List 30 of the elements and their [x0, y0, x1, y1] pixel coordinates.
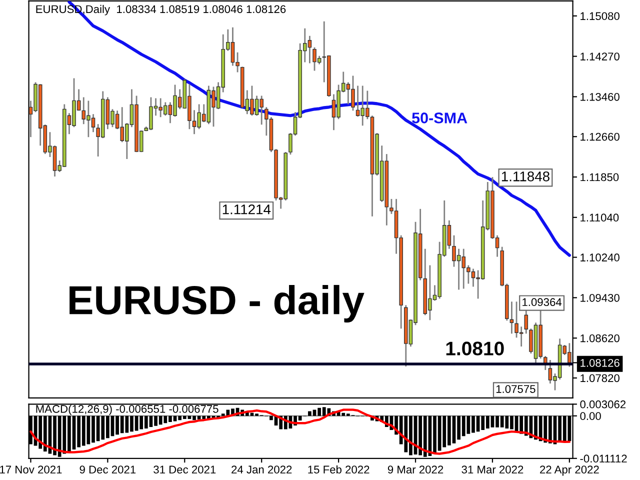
- y-tick-label: 1.07820: [580, 374, 620, 382]
- y-tick-label: 1.11040: [580, 214, 619, 222]
- x-tick-label: 22 Apr 2022: [540, 466, 599, 476]
- y-tick-label: 1.10240: [580, 254, 620, 262]
- x-tick-label: 17 Nov 2021: [0, 466, 62, 474]
- x-tick-label: 9 Mar 2022: [388, 466, 444, 474]
- y-tick-label: 1.14270: [580, 52, 620, 60]
- y-tick-label: 1.09430: [580, 294, 620, 302]
- annotation: 1.09364: [522, 298, 562, 306]
- annotation: 1.07575: [496, 385, 536, 393]
- annotation: 1.11848: [502, 172, 550, 182]
- y-tick-label: 1.08126: [580, 358, 620, 367]
- y-tick-label: -0.011112: [580, 454, 627, 463]
- y-tick-label: 1.13460: [580, 92, 620, 101]
- y-tick-label: 1.08620: [580, 334, 620, 342]
- y-tick-label: 1.11850: [580, 173, 619, 182]
- y-tick-label: 1.12660: [580, 132, 620, 141]
- x-tick-label: 15 Feb 2022: [308, 465, 370, 474]
- annotation: 1.11214: [222, 204, 271, 214]
- x-tick-label: 24 Jan 2022: [232, 466, 292, 474]
- annotation: EURUSD - daily: [70, 284, 364, 322]
- x-tick-label: 31 Mar 2022: [462, 466, 524, 474]
- ref-line-label: 1.0810: [446, 342, 504, 356]
- y-tick-label: 0.003062: [580, 400, 626, 408]
- x-tick-label: 9 Dec 2021: [80, 466, 136, 474]
- x-tick-label: 31 Dec 2021: [154, 466, 216, 474]
- chart-title: MACD(12,26,9) -0.006551 -0.006775: [36, 404, 218, 416]
- y-tick-label: 1.15080: [580, 12, 620, 20]
- series-label: 50-SMA: [412, 112, 468, 124]
- y-tick-label: 0.00: [580, 412, 601, 420]
